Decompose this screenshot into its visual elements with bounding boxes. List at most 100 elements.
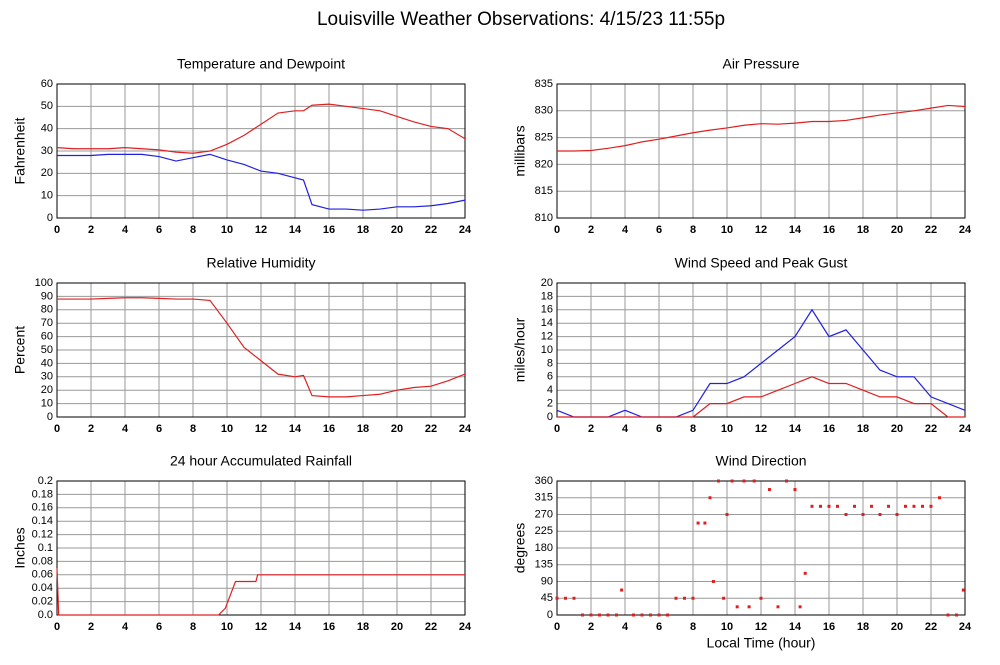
y-tick-label: 18: [541, 290, 553, 302]
y-tick-label: 225: [535, 525, 553, 537]
y-tick-label: 0: [47, 411, 53, 423]
y-tick-label: 0.1: [38, 542, 53, 554]
data-point: [768, 488, 771, 492]
y-tick-label: 270: [535, 508, 553, 520]
y-tick-label: 135: [535, 559, 553, 571]
x-tick-label: 0: [554, 621, 560, 633]
x-tick-label: 4: [122, 224, 129, 236]
data-point: [564, 596, 567, 600]
data-line: [557, 376, 965, 418]
x-tick-label: 12: [755, 423, 767, 435]
y-tick-label: 45: [541, 592, 553, 604]
y-tick-label: 825: [535, 132, 553, 144]
y-tick-label: 0.06: [32, 569, 53, 581]
y-tick-label: 0.12: [32, 529, 53, 541]
x-tick-label: 22: [925, 621, 937, 633]
y-tick-label: 20: [41, 384, 53, 396]
data-point: [961, 588, 965, 592]
x-tick-label: 14: [789, 621, 802, 633]
x-tick-label: 20: [891, 224, 903, 236]
x-tick-label: 16: [323, 423, 335, 435]
x-tick-label: 20: [391, 621, 403, 633]
data-point: [703, 521, 707, 525]
y-tick-label: 60: [41, 78, 53, 90]
x-tick-label: 2: [588, 621, 594, 633]
y-tick-label: 30: [41, 145, 53, 157]
data-point: [615, 613, 618, 617]
x-tick-label: 24: [459, 224, 472, 236]
data-point: [793, 488, 797, 492]
y-tick-label: 50: [41, 344, 53, 356]
x-tick-label: 18: [857, 621, 869, 633]
y-tick-label: 60: [41, 331, 53, 343]
plot-frame: [556, 480, 966, 616]
y-tick-label: 315: [535, 492, 553, 504]
x-tick-label: 0: [554, 423, 560, 435]
y-tick-label: 0.14: [32, 515, 53, 527]
y-axis-label: degrees: [512, 523, 528, 574]
x-tick-label: 8: [690, 224, 696, 236]
y-tick-label: 810: [535, 212, 553, 224]
y-tick-label: 6: [547, 371, 553, 383]
x-tick-label: 6: [156, 224, 162, 236]
x-tick-label: 6: [156, 621, 162, 633]
data-point: [735, 605, 739, 609]
y-tick-label: 90: [541, 575, 553, 587]
x-tick-label: 24: [959, 224, 972, 236]
y-tick-label: 830: [535, 105, 553, 117]
y-tick-label: 835: [535, 78, 553, 90]
data-point: [921, 504, 924, 508]
plot-frame: [56, 282, 466, 418]
x-tick-label: 24: [459, 423, 472, 435]
data-point: [572, 596, 576, 600]
data-point: [878, 513, 882, 516]
y-tick-label: 10: [41, 190, 53, 202]
x-tick-label: 20: [391, 224, 403, 236]
x-tick-label: 0: [554, 224, 560, 236]
y-tick-label: 4: [547, 384, 553, 396]
data-point: [785, 479, 788, 483]
y-tick-label: 100: [35, 277, 53, 289]
data-point: [798, 605, 802, 609]
x-tick-label: 18: [357, 224, 369, 236]
data-line: [57, 297, 466, 398]
x-tick-label: 0: [54, 621, 60, 633]
x-tick-label: 12: [255, 224, 267, 236]
data-point: [938, 496, 941, 500]
data-point: [589, 613, 593, 617]
data-point: [717, 479, 720, 483]
x-tick-label: 4: [622, 621, 629, 633]
data-line: [556, 308, 966, 418]
y-tick-label: 10: [41, 398, 53, 410]
data-point: [555, 596, 559, 600]
data-point: [904, 504, 907, 508]
y-tick-label: 2: [547, 398, 553, 410]
y-tick-label: 820: [535, 158, 553, 170]
x-tick-label: 18: [857, 224, 869, 236]
x-tick-label: 24: [959, 423, 972, 435]
y-tick-label: 0.02: [32, 596, 53, 608]
data-line: [56, 568, 465, 616]
y-tick-label: 50: [41, 100, 53, 112]
panel-title: Wind Direction: [715, 453, 806, 469]
data-point: [674, 596, 678, 600]
y-tick-label: 40: [41, 123, 53, 135]
y-tick-label: 815: [535, 185, 553, 197]
panel-title: 24 hour Accumulated Rainfall: [170, 453, 352, 469]
data-line: [57, 153, 466, 211]
x-tick-label: 14: [289, 423, 302, 435]
x-tick-label: 22: [425, 224, 437, 236]
x-tick-label: 6: [656, 224, 662, 236]
data-point: [803, 571, 807, 575]
data-point: [722, 596, 726, 600]
data-point: [912, 504, 916, 508]
data-line: [56, 103, 466, 154]
data-point: [747, 605, 751, 609]
y-tick-label: 180: [535, 542, 553, 554]
x-tick-label: 22: [925, 423, 937, 435]
x-tick-label: 2: [88, 224, 94, 236]
data-point: [620, 588, 624, 592]
y-tick-label: 16: [541, 304, 553, 316]
x-tick-label: 12: [755, 224, 767, 236]
